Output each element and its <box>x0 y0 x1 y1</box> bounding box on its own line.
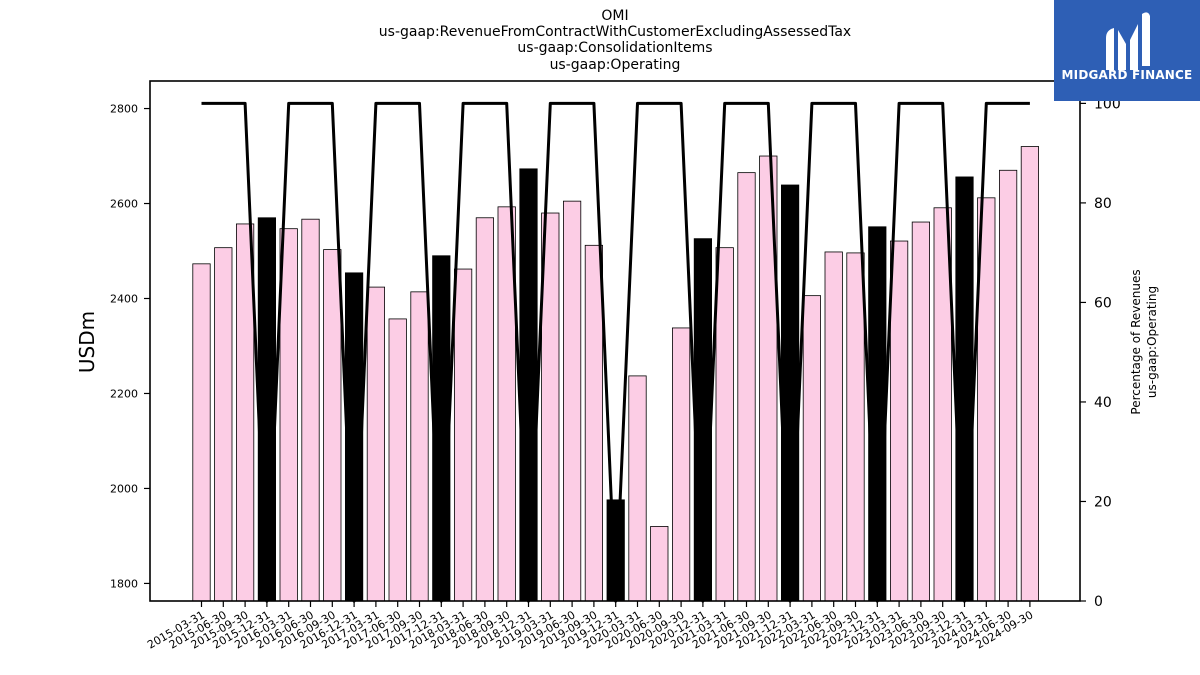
bar-2024-06-30 <box>999 169 1018 602</box>
y-tick-label-left: 2600 <box>110 198 138 211</box>
y-tick-label-left: 2800 <box>110 103 138 116</box>
y-axis-label-right-line-1: Percentage of Revenues <box>1129 269 1143 414</box>
bar-2016-09-30 <box>323 249 342 602</box>
bar-2020-03-31 <box>628 375 647 602</box>
bar-2020-12-31 <box>693 238 713 602</box>
bar-2023-06-30 <box>911 221 931 602</box>
y-axis-label-right-line-2: us-gaap:Operating <box>1145 286 1159 398</box>
y-tick-label-right: 80 <box>1094 196 1112 212</box>
chart-title-line-1: OMI <box>601 8 628 24</box>
bar-2017-06-30 <box>388 318 407 602</box>
bar-series <box>192 146 1040 602</box>
left-y-axis: 1800 2000 2200 2400 2600 2800 <box>110 103 150 590</box>
bar-2015-06-30 <box>214 247 233 602</box>
y-tick-label-right: 40 <box>1094 395 1112 411</box>
bar-2023-12-31 <box>955 176 974 602</box>
bar-2022-06-30 <box>824 251 843 602</box>
bar-2021-12-31 <box>781 184 800 602</box>
y-axis-label-left: USDm <box>75 311 99 373</box>
bar-2022-09-30 <box>846 252 865 602</box>
bar-2015-03-31 <box>192 263 211 602</box>
chart-title-line-2: us-gaap:RevenueFromContractWithCustomerE… <box>379 24 851 40</box>
bar-2021-03-31 <box>715 247 734 602</box>
bar-2017-09-30 <box>410 291 429 602</box>
y-tick-label-right: 60 <box>1094 295 1112 311</box>
y-tick-label-left: 2000 <box>110 482 138 495</box>
y-tick-label-right: 0 <box>1094 594 1103 610</box>
bar-2017-03-31 <box>366 286 386 602</box>
x-axis: 2015-03-312015-06-302015-09-302015-12-31… <box>145 601 1035 652</box>
bar-2019-09-30 <box>584 244 604 602</box>
bar-2022-12-31 <box>868 226 887 602</box>
axes <box>149 80 1081 602</box>
midgard-logo-icon <box>1106 12 1150 70</box>
bar-2021-06-30 <box>737 172 756 602</box>
chart-title: OMI us-gaap:RevenueFromContractWithCusto… <box>379 8 851 73</box>
logo-text: MIDGARD FINANCE <box>1061 68 1193 82</box>
bar-2018-06-30 <box>475 217 495 602</box>
chart-title-line-3: us-gaap:ConsolidationItems <box>517 40 712 56</box>
y-tick-label-left: 1800 <box>110 577 138 590</box>
bar-2018-12-31 <box>519 168 538 602</box>
chart-title-line-4: us-gaap:Operating <box>550 57 681 73</box>
bar-2018-03-31 <box>453 268 473 602</box>
bar-2020-09-30 <box>672 327 691 602</box>
y-tick-label-left: 2400 <box>110 292 138 305</box>
y-tick-label-right: 20 <box>1094 494 1112 510</box>
bar-2024-09-30 <box>1020 146 1040 602</box>
bar-2016-03-31 <box>279 228 298 602</box>
bar-2020-06-30 <box>650 526 669 602</box>
plot-frame <box>149 80 1081 602</box>
bar-2016-06-30 <box>301 218 320 602</box>
bar-2015-09-30 <box>235 223 255 602</box>
bar-2022-03-31 <box>802 295 822 602</box>
y-tick-label-left: 2200 <box>110 387 138 400</box>
bar-2023-03-31 <box>890 240 909 602</box>
bar-2015-12-31 <box>257 217 277 602</box>
bar-2019-06-30 <box>563 200 582 602</box>
midgard-finance-logo: MIDGARD FINANCE <box>1054 0 1200 101</box>
